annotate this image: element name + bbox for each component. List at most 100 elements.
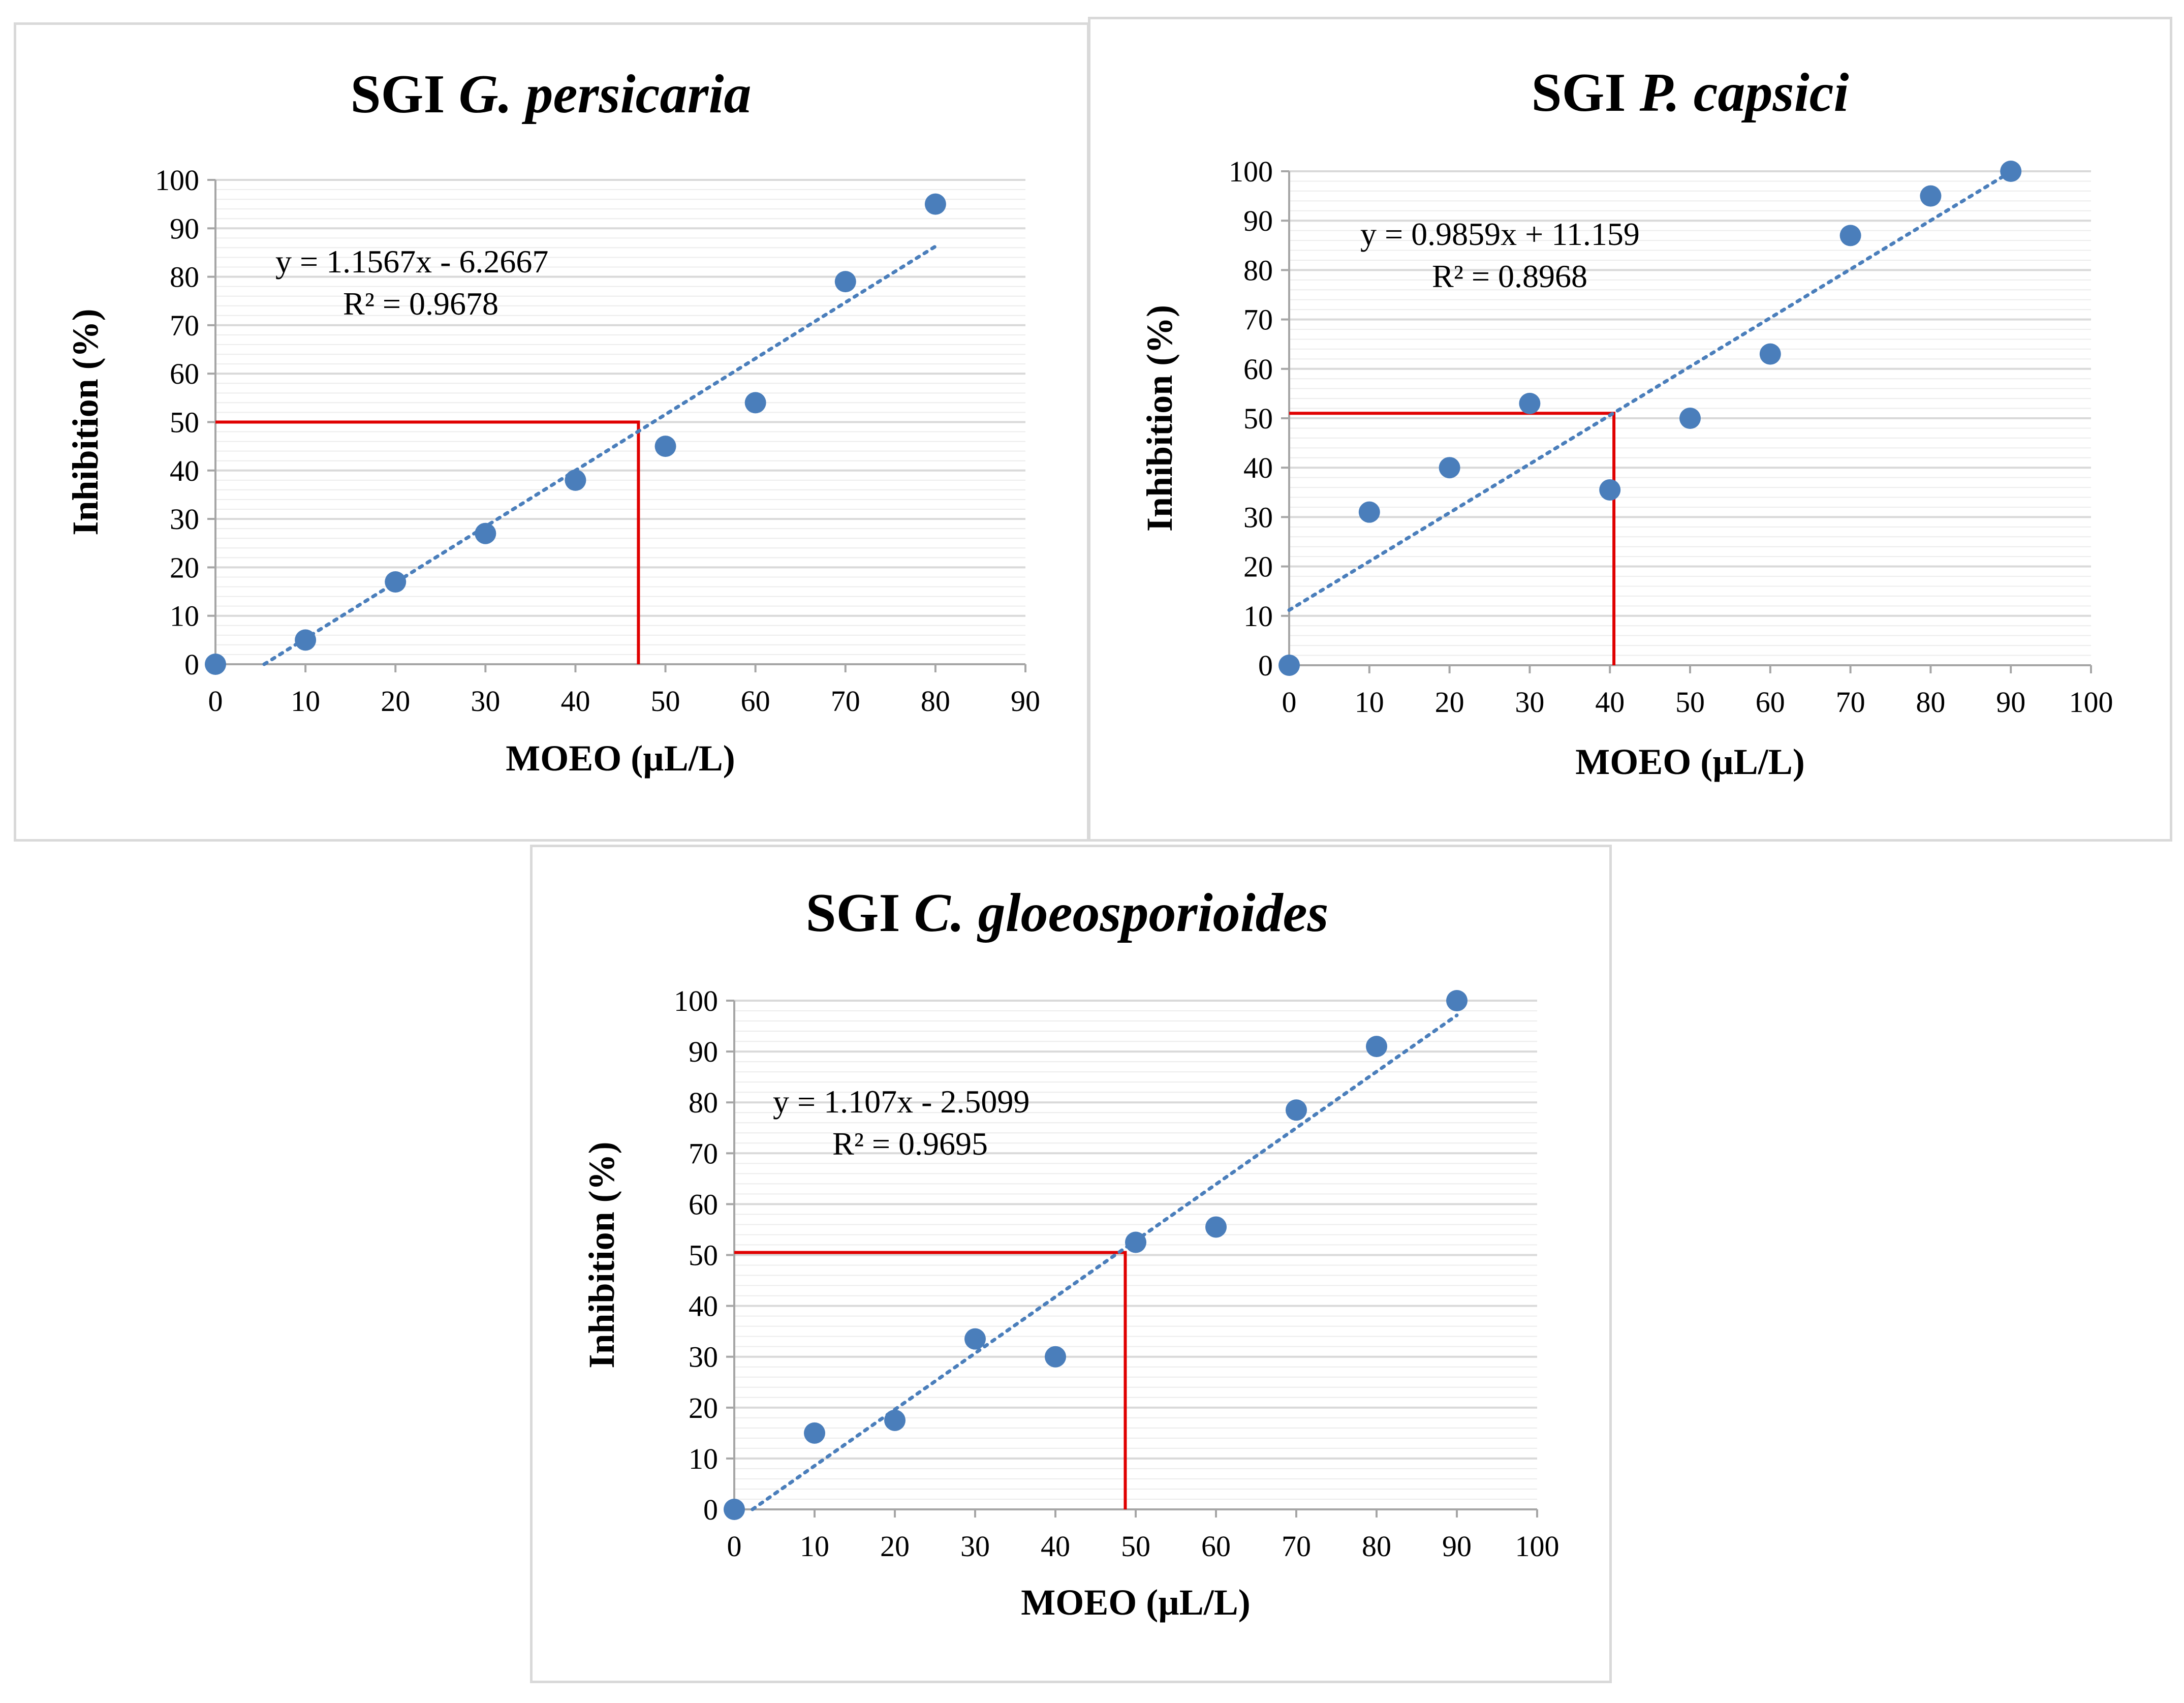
y-tick-label: 70 — [689, 1137, 718, 1170]
x-tick-label: 90 — [1442, 1530, 1472, 1563]
chart-title-species: G. persicaria — [459, 64, 752, 125]
x-tick-label: 0 — [727, 1530, 742, 1563]
x-tick-label: 90 — [1011, 685, 1040, 718]
x-tick-label: 20 — [381, 685, 410, 718]
data-point — [924, 193, 946, 215]
data-point — [565, 469, 586, 491]
y-tick-label: 90 — [170, 212, 199, 245]
data-point — [964, 1328, 986, 1350]
minor-gridlines — [734, 1010, 1537, 1500]
y-tick-label: 50 — [1243, 402, 1273, 435]
data-point — [724, 1499, 745, 1520]
chart-panel-p-capsici: 0 10 20 30 40 50 60 70 80 90 100 0 10 20 30 40 50 60 70 80 9… — [1088, 17, 2172, 842]
data-point — [1679, 408, 1701, 429]
data-point — [1839, 225, 1861, 246]
y-tick-label: 40 — [1243, 451, 1273, 484]
x-tick-label: 50 — [651, 685, 680, 718]
x-tick-label: 80 — [1362, 1530, 1391, 1563]
y-tick-label: 30 — [689, 1341, 718, 1374]
ic50-marker-line — [1289, 412, 1616, 665]
x-tick-label: 50 — [1121, 1530, 1150, 1563]
y-tick-label: 20 — [689, 1391, 718, 1425]
chart-svg: 0 10 20 30 40 50 60 70 80 90 100 0 10 20 30 40 50 60 70 80 9… — [581, 883, 1559, 1623]
data-point — [1599, 479, 1621, 501]
chart-title-species: P. capsici — [1639, 63, 1849, 123]
x-tick-label: 30 — [960, 1530, 990, 1563]
data-point — [1358, 501, 1380, 523]
y-tick-label: 100 — [155, 164, 199, 197]
y-tick-label: 10 — [1243, 600, 1273, 633]
y-tick-label: 70 — [1243, 303, 1273, 336]
data-points — [1278, 161, 2022, 676]
data-point — [1366, 1036, 1387, 1058]
y-tick-label: 60 — [170, 357, 199, 390]
chart-svg: 0 10 20 30 40 50 60 70 80 90 100 0 10 20 30 40 50 60 70 80 9… — [1139, 63, 2113, 782]
y-tick-label: 30 — [1243, 501, 1273, 534]
y-tick-label: 90 — [1243, 204, 1273, 237]
x-axis-label: MOEO (µL/L) — [1021, 1582, 1250, 1623]
chart-title-species: C. gloeosporioides — [914, 883, 1329, 943]
chart-title-prefix: SGI — [805, 883, 914, 943]
x-tick-label: 100 — [1515, 1530, 1559, 1563]
y-axis-label: Inhibition (%) — [1139, 305, 1180, 532]
data-point — [884, 1409, 906, 1431]
trend-equation: y = 1.1567x - 6.2667 — [275, 243, 548, 280]
x-tick-label: 40 — [560, 685, 590, 718]
r-squared: R² = 0.9678 — [343, 286, 498, 322]
y-tick-label: 10 — [689, 1442, 718, 1475]
data-point — [804, 1422, 825, 1444]
data-point — [1759, 343, 1781, 365]
y-tick-label: 0 — [1258, 649, 1273, 682]
x-tick-label: 80 — [921, 685, 950, 718]
trendline — [262, 244, 938, 666]
x-tick-label: 60 — [1756, 686, 1785, 719]
data-point — [385, 571, 407, 593]
x-tick-label: 70 — [1282, 1530, 1311, 1563]
x-tick-label: 20 — [880, 1530, 910, 1563]
data-points — [205, 193, 946, 675]
x-tick-label: 50 — [1675, 686, 1705, 719]
chart-title: SGI G. persicaria — [350, 64, 751, 125]
data-point — [1205, 1216, 1227, 1238]
y-tick-label: 50 — [170, 406, 199, 439]
ic50-marker-line — [215, 420, 640, 664]
chart-title: SGI P. capsici — [1531, 63, 1849, 123]
r-squared: R² = 0.8968 — [1432, 258, 1587, 294]
data-point — [744, 392, 766, 414]
x-tick-label: 10 — [1355, 686, 1384, 719]
data-points — [724, 990, 1468, 1520]
major-gridlines — [734, 1000, 1537, 1510]
y-tick-label: 100 — [674, 984, 718, 1017]
data-point — [654, 436, 676, 457]
r-squared: R² = 0.9695 — [832, 1126, 988, 1162]
trend-equation: y = 0.9859x + 11.159 — [1360, 216, 1640, 252]
x-axis-label: MOEO (µL/L) — [1575, 741, 1804, 782]
chart-title: SGI C. gloeosporioides — [805, 883, 1328, 943]
y-tick-label: 20 — [1243, 550, 1273, 583]
chart-panel-c-gloeosporioides: 0 10 20 30 40 50 60 70 80 90 100 0 10 20 30 40 50 60 70 80 9… — [530, 845, 1612, 1683]
x-tick-label: 0 — [1282, 686, 1297, 719]
y-tick-label: 60 — [689, 1188, 718, 1221]
y-tick-label: 80 — [170, 261, 199, 294]
x-tick-label: 100 — [2069, 686, 2113, 719]
x-tick-label: 0 — [208, 685, 223, 718]
trendline — [1287, 170, 2013, 612]
x-tick-label: 70 — [1836, 686, 1865, 719]
data-point — [1125, 1231, 1146, 1253]
y-tick-label: 90 — [689, 1035, 718, 1068]
chart-panel-g-persicaria: 0 10 20 30 40 50 60 70 80 90 100 0 10 20 30 40 50 60 70 80 9… — [14, 22, 1089, 842]
data-point — [295, 629, 317, 651]
y-tick-label: 0 — [703, 1493, 718, 1526]
x-tick-label: 10 — [800, 1530, 829, 1563]
data-point — [1278, 655, 1300, 676]
x-tick-label: 80 — [1916, 686, 1945, 719]
data-point — [834, 271, 856, 293]
data-point — [1446, 990, 1468, 1011]
x-tick-label: 20 — [1435, 686, 1464, 719]
y-tick-label: 80 — [1243, 254, 1273, 287]
x-tick-label: 30 — [471, 685, 500, 718]
major-gridlines — [1289, 170, 2091, 666]
y-tick-label: 30 — [170, 503, 199, 536]
data-point — [1519, 392, 1541, 414]
y-tick-label: 80 — [689, 1086, 718, 1119]
